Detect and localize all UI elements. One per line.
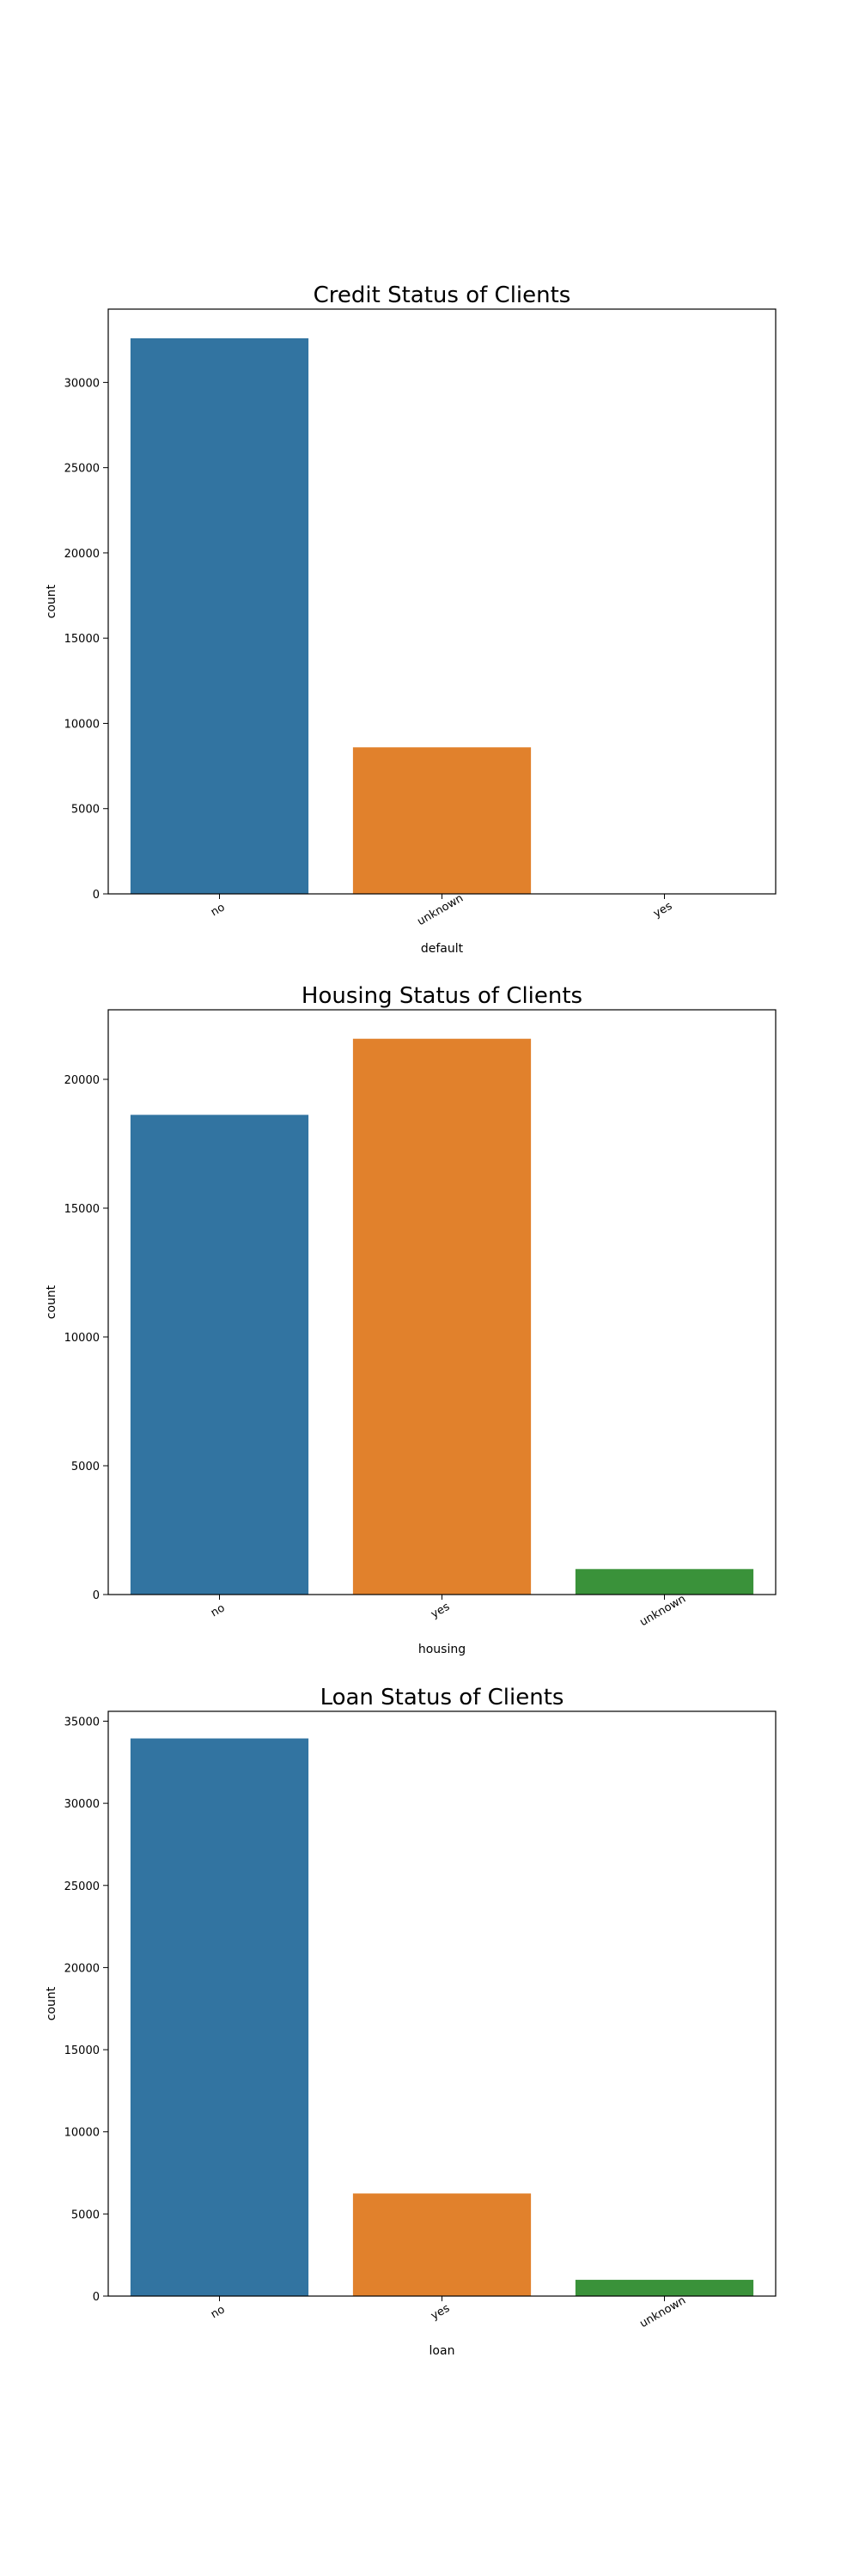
y-tick-label: 25000 [64,1880,100,1893]
y-tick-label: 0 [93,1589,100,1602]
y-tick-label: 15000 [64,1203,100,1216]
y-tick-label: 10000 [64,2127,100,2140]
bar-no [130,337,309,894]
y-axis-label: count [45,584,58,618]
y-tick-label: 5000 [71,1461,100,1473]
x-tick-label: unknown [637,2294,688,2331]
y-tick-label: 15000 [64,633,100,646]
y-tick-label: 30000 [64,1798,100,1811]
bar-unknown [575,1569,754,1595]
bar-no [130,1738,309,2296]
x-tick-label: yes [651,900,674,920]
x-tick-label: yes [429,2302,452,2323]
y-tick-label: 20000 [64,1074,100,1087]
x-axis-label: default [421,942,464,956]
y-tick-label: 15000 [64,2044,100,2057]
y-axis-label: count [45,1285,58,1319]
bar-no [130,1115,309,1595]
y-tick-label: 10000 [64,718,100,731]
x-axis-label: housing [418,1643,466,1656]
x-tick-label: no [209,2303,228,2321]
y-tick-label: 0 [93,2291,100,2304]
x-tick-label: no [209,901,228,919]
y-tick-label: 30000 [64,377,100,390]
bar-yes [352,1038,532,1595]
x-axis-label: loan [430,2344,455,2358]
y-tick-label: 5000 [71,2208,100,2221]
y-tick-label: 25000 [64,463,100,476]
chart-title: Credit Status of Clients [314,283,571,308]
x-tick-label: unknown [415,892,466,929]
y-tick-label: 5000 [71,804,100,817]
x-tick-label: no [209,1601,228,1619]
y-axis-label: count [45,1986,58,2020]
x-tick-label: unknown [637,1593,688,1630]
y-tick-label: 0 [93,889,100,902]
chart-3: 0 5000 10000 15000 20000 25000 30000 35000 no yes… [45,1685,777,2358]
y-tick-label: 35000 [64,1716,100,1728]
x-tick-label: yes [429,1601,452,1621]
chart-2: 0 5000 10000 15000 20000 no yes unknown Housing … [45,983,777,1656]
y-tick-label: 20000 [64,548,100,561]
bar-unknown [352,747,532,894]
y-tick-label: 10000 [64,1332,100,1345]
bar-unknown [575,2280,754,2296]
chart-1: 0 5000 10000 15000 20000 25000 30000 no unknown y… [45,283,777,956]
y-tick-label: 20000 [64,1962,100,1975]
chart-title: Housing Status of Clients [302,983,582,1009]
chart-title: Loan Status of Clients [320,1685,564,1710]
bar-yes [352,2193,532,2296]
